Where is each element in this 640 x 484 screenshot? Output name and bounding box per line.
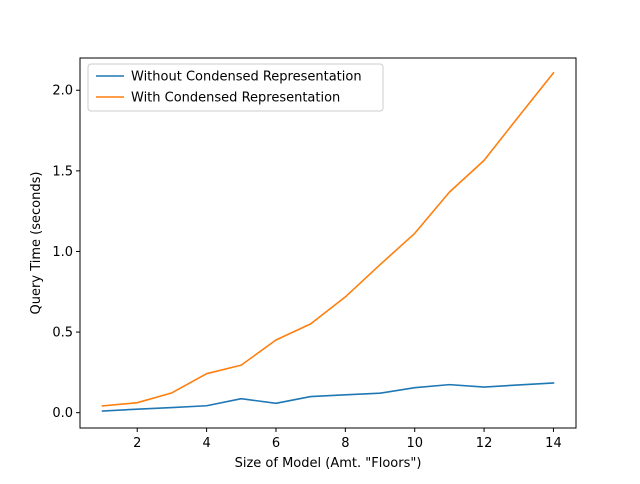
- x-tick-label: 14: [545, 436, 562, 451]
- series-line-1: [101, 71, 555, 407]
- y-tick-label: 0.0: [52, 406, 73, 421]
- x-tick-label: 10: [406, 436, 423, 451]
- y-tick-label: 1.5: [52, 164, 73, 179]
- x-tick-label: 4: [202, 436, 210, 451]
- y-tick-label: 2.0: [52, 84, 73, 99]
- x-ticks: 2 4 6 8 10 12 14: [133, 428, 562, 451]
- y-tick-label: 1.0: [52, 245, 73, 260]
- series-layer: [101, 71, 555, 412]
- x-tick-label: 12: [476, 436, 493, 451]
- legend: Without Condensed Representation With Con…: [87, 63, 384, 112]
- x-tick-label: 6: [272, 436, 280, 451]
- series-line-0: [101, 382, 555, 412]
- y-ticks: 0.0 0.5 1.0 1.5 2.0: [52, 84, 80, 421]
- x-tick-label: 2: [133, 436, 141, 451]
- legend-box: [87, 63, 384, 112]
- x-axis-label: Size of Model (Amt. "Floors"): [235, 456, 422, 471]
- axes-frame: [79, 57, 577, 429]
- legend-label-1: With Condensed Representation: [131, 91, 340, 106]
- legend-label-0: Without Condensed Representation: [131, 70, 362, 85]
- y-axis-label: Query Time (seconds): [29, 172, 44, 315]
- x-tick-label: 8: [341, 436, 349, 451]
- y-tick-label: 0.5: [52, 326, 73, 341]
